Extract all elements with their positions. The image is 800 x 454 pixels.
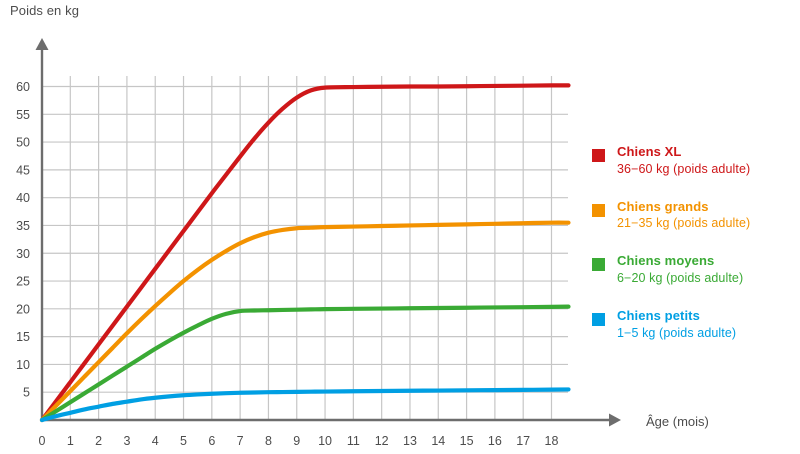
legend-item-sublabel: 1−5 kg (poids adulte)	[617, 325, 737, 340]
x-tick-label: 2	[95, 434, 102, 448]
legend-item-chiens-moyens[interactable]: Chiens moyens 6−20 kg (poids adulte)	[592, 253, 800, 286]
x-tick-label: 7	[237, 434, 244, 448]
legend-item-chiens-petits[interactable]: Chiens petits 1−5 kg (poids adulte)	[592, 308, 800, 341]
series-line	[39, 304, 571, 423]
x-tick-label: 16	[488, 434, 502, 448]
legend-item-label: Chiens moyens	[617, 253, 715, 269]
series-line	[39, 83, 571, 423]
legend-item-label: Chiens grands	[617, 198, 709, 214]
x-tick-label: 13	[403, 434, 417, 448]
y-tick-label: 60	[16, 80, 30, 94]
x-tick-label: 0	[39, 434, 46, 448]
legend-item-chiens-grands[interactable]: Chiens grands 21−35 kg (poids adulte)	[592, 199, 800, 232]
y-tick-label: 15	[16, 330, 30, 344]
y-tick-label: 50	[16, 136, 30, 150]
y-tick-label: 55	[16, 108, 30, 122]
x-tick-label: 4	[152, 434, 159, 448]
legend-item-sublabel: 21−35 kg (poids adulte)	[617, 216, 751, 231]
y-tick-label: 45	[16, 163, 30, 177]
series-line	[39, 220, 571, 423]
x-tick-label: 6	[208, 434, 215, 448]
x-tick-label: 18	[545, 434, 559, 448]
y-tick-label: 25	[16, 275, 30, 289]
legend-swatch-icon	[592, 149, 605, 162]
x-tick-label: 10	[318, 434, 332, 448]
y-tick-label: 20	[16, 302, 30, 316]
x-tick-label: 14	[431, 434, 445, 448]
x-tick-label: 15	[460, 434, 474, 448]
y-tick-label: 35	[16, 219, 30, 233]
x-tick-label: 1	[67, 434, 74, 448]
x-tick-label: 17	[516, 434, 530, 448]
legend-item-chiens-xl[interactable]: Chiens XL 36−60 kg (poids adulte)	[592, 144, 800, 177]
y-tick-label: 40	[16, 191, 30, 205]
y-axis-title: Poids en kg	[10, 3, 80, 18]
y-tick-label: 5	[23, 386, 30, 400]
legend-item-label: Chiens XL	[617, 144, 682, 159]
x-tick-label: 5	[180, 434, 187, 448]
legend-item-label: Chiens petits	[617, 307, 700, 323]
x-tick-label: 11	[347, 434, 360, 448]
axis-lines	[35, 38, 621, 427]
legend-item-sublabel: 36−60 kg (poids adulte)	[617, 161, 751, 176]
y-tick-label: 10	[16, 358, 30, 372]
legend-swatch-icon	[592, 258, 605, 272]
x-tick-label: 12	[375, 434, 389, 448]
series-lines	[39, 83, 571, 423]
y-tick-label: 30	[16, 247, 30, 261]
x-axis-title: Âge (mois)	[646, 414, 709, 429]
x-tick-label: 9	[293, 434, 300, 448]
legend-swatch-icon	[592, 203, 605, 217]
x-tick-label: 8	[265, 434, 272, 448]
legend-item-sublabel: 6−20 kg (poids adulte)	[617, 270, 744, 285]
x-tick-label: 3	[123, 434, 130, 448]
legend-swatch-icon	[592, 312, 605, 326]
series-line	[39, 387, 571, 423]
chart-legend: Chiens XL 36−60 kg (poids adulte) Chiens…	[592, 144, 800, 363]
